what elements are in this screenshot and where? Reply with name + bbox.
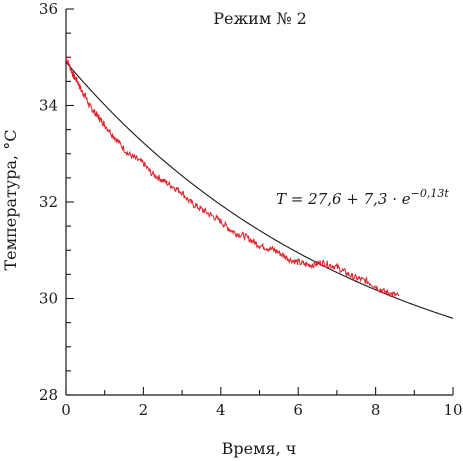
y-tick-label: 28 (39, 386, 58, 404)
x-tick-label: 4 (216, 401, 226, 419)
y-tick-label: 32 (39, 193, 58, 211)
x-tick-label: 6 (293, 401, 303, 419)
x-tick-label: 0 (61, 401, 71, 419)
y-tick-label: 36 (39, 0, 58, 18)
x-tick-label: 2 (139, 401, 149, 419)
fit-formula-annotation: T = 27,6 + 7,3 · e−0,13t (276, 187, 449, 208)
y-axis-label: Температура, °C (1, 130, 20, 271)
x-axis-label: Время, ч (222, 439, 297, 458)
measured-series-line (65, 56, 400, 298)
plot-area: 0 2 4 6 8 10 28 30 32 34 36 (39, 0, 463, 419)
y-tick-label: 30 (39, 290, 58, 308)
x-tick-label: 10 (443, 401, 462, 419)
chart-title: Режим № 2 (213, 9, 307, 28)
x-tick-label: 8 (371, 401, 381, 419)
y-tick-label: 34 (39, 97, 58, 115)
